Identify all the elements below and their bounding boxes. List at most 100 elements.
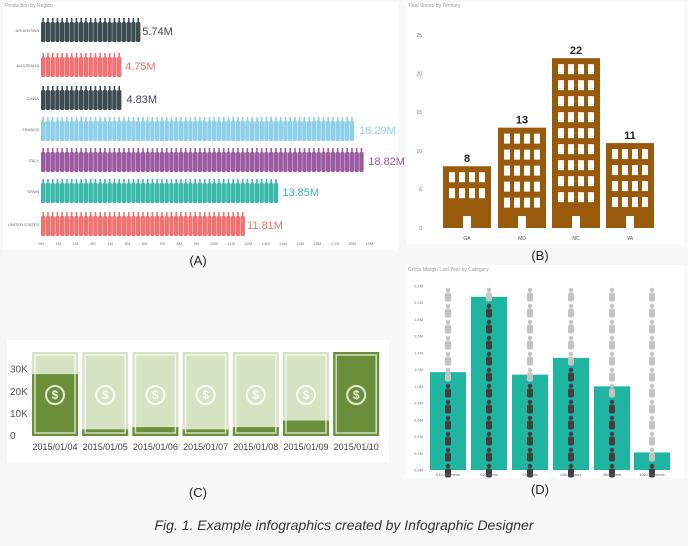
bottle-neck bbox=[99, 117, 101, 121]
category-label: ARGENTINA bbox=[16, 28, 40, 33]
bottle-neck bbox=[113, 179, 116, 183]
bottle-mark bbox=[140, 152, 146, 172]
bottle-neck bbox=[199, 179, 201, 183]
banknote-bar: $ bbox=[32, 352, 78, 436]
window bbox=[622, 165, 628, 176]
window bbox=[578, 64, 584, 75]
window bbox=[588, 128, 594, 139]
window bbox=[588, 112, 594, 123]
bottle-neck bbox=[279, 148, 282, 152]
bottle-neck bbox=[137, 212, 139, 216]
bottle-mark bbox=[98, 183, 103, 203]
bottle-neck bbox=[70, 212, 73, 216]
bottle-mark bbox=[131, 121, 136, 141]
window bbox=[504, 197, 510, 208]
bottle-neck bbox=[123, 18, 125, 22]
bottle-mark bbox=[93, 152, 98, 172]
bottle-mark bbox=[45, 90, 51, 110]
y-tick-label: 25 bbox=[416, 33, 422, 39]
person-icon-head bbox=[445, 383, 451, 389]
person-icon-head bbox=[486, 335, 492, 341]
window bbox=[514, 197, 520, 208]
banknote-bar: $ bbox=[182, 352, 229, 436]
bottle-neck bbox=[251, 148, 253, 152]
bottle-mark bbox=[188, 121, 193, 141]
bottle-mark bbox=[178, 216, 184, 236]
bottle-neck bbox=[213, 148, 215, 152]
window bbox=[534, 197, 540, 208]
bottle-neck bbox=[208, 179, 211, 183]
bottle-mark bbox=[307, 152, 312, 172]
person-icon-body bbox=[486, 420, 492, 430]
bottle-neck bbox=[218, 179, 220, 183]
person-icon-body bbox=[527, 324, 533, 334]
bottle-mark bbox=[226, 183, 231, 203]
person-icon-head bbox=[486, 447, 492, 453]
building-mark bbox=[498, 127, 546, 228]
person-icon-head bbox=[568, 367, 574, 373]
bottle-mark bbox=[250, 152, 255, 172]
bottle-neck bbox=[70, 53, 73, 57]
person-icon-body bbox=[445, 436, 451, 446]
bottle-mark bbox=[83, 152, 89, 172]
category-label: AUSTRALIA bbox=[17, 63, 40, 68]
bottle-mark bbox=[245, 152, 250, 172]
bottle-mark bbox=[55, 152, 60, 172]
bottle-neck bbox=[194, 148, 196, 152]
bottle-mark bbox=[159, 216, 165, 236]
bottle-neck bbox=[99, 212, 101, 216]
icon-stack bbox=[445, 287, 451, 478]
bottle-neck bbox=[137, 148, 139, 152]
building-bar bbox=[552, 58, 600, 228]
bottle-mark bbox=[150, 152, 155, 172]
x-tick-label: 9M bbox=[194, 241, 200, 246]
bottle-mark bbox=[88, 183, 93, 203]
bottle-mark bbox=[349, 121, 355, 141]
y-tick-label: 10 bbox=[416, 149, 422, 155]
bottle-neck bbox=[170, 179, 173, 183]
banknote-bar: $ bbox=[333, 352, 380, 436]
bottle-neck bbox=[332, 117, 334, 121]
banknote-fill bbox=[333, 352, 380, 436]
bottle-mark bbox=[264, 152, 269, 172]
person-icon-body bbox=[445, 292, 451, 302]
banknote-bar: $ bbox=[82, 352, 129, 436]
person-icon-body bbox=[445, 404, 451, 414]
bottle-neck bbox=[294, 148, 296, 152]
bottle-neck bbox=[108, 117, 111, 121]
window bbox=[568, 144, 574, 155]
person-icon-head bbox=[568, 415, 574, 421]
bottle-mark bbox=[169, 121, 174, 141]
person-icon-head bbox=[445, 463, 451, 469]
person-icon-head bbox=[486, 431, 492, 437]
banknote-border bbox=[184, 354, 227, 434]
window bbox=[578, 96, 584, 107]
bottle-neck bbox=[180, 212, 182, 216]
bottle-mark bbox=[278, 152, 283, 172]
bottle-neck bbox=[170, 212, 173, 216]
bottle-mark bbox=[269, 121, 274, 141]
bottle-mark bbox=[183, 216, 188, 236]
window bbox=[568, 160, 574, 171]
bottle-neck bbox=[351, 117, 353, 121]
category-label: SPAIN bbox=[27, 189, 39, 194]
bottle-mark bbox=[98, 90, 103, 110]
person-icon-body bbox=[609, 420, 615, 430]
bottle-neck bbox=[142, 148, 144, 152]
category-label: 2015/01/09 bbox=[283, 442, 328, 452]
bottle-neck bbox=[132, 212, 135, 216]
bottle-neck bbox=[256, 148, 258, 152]
bottle-mark bbox=[216, 183, 222, 203]
bottle-neck bbox=[42, 117, 44, 121]
bottle-neck bbox=[222, 117, 225, 121]
person-icon-body bbox=[609, 388, 615, 398]
bottle-mark bbox=[112, 90, 117, 110]
bottle-mark bbox=[55, 90, 60, 110]
bottle-mark bbox=[164, 183, 169, 203]
bottle-neck bbox=[61, 212, 63, 216]
bottle-mark bbox=[212, 152, 217, 172]
bottle-mark bbox=[321, 152, 326, 172]
bottle-neck bbox=[199, 117, 201, 121]
bottle-mark bbox=[74, 22, 79, 42]
bottle-neck bbox=[75, 212, 78, 216]
